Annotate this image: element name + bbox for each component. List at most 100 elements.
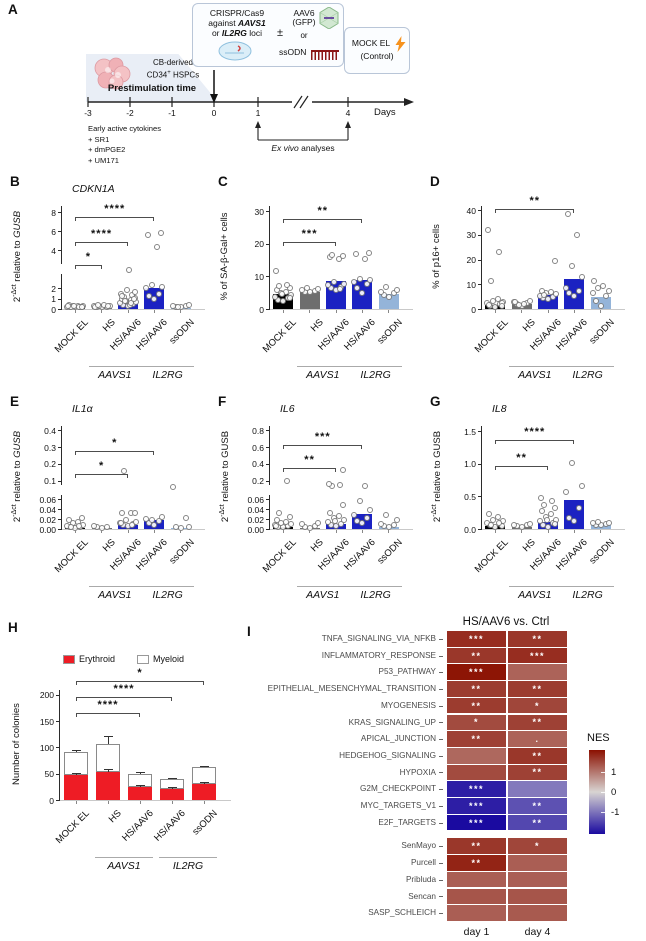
group-underline xyxy=(508,586,561,587)
heatmap-cell xyxy=(447,905,506,921)
data-point xyxy=(383,512,390,519)
panel-letter-h: H xyxy=(8,620,18,635)
data-point xyxy=(328,285,334,292)
y-axis-label: % of SA-β-Gal+ cells xyxy=(219,188,230,325)
y-tick-mark xyxy=(478,210,482,212)
cell-source-label: CB-derived CD34+ HSPCs xyxy=(134,58,212,81)
heatmap-cell xyxy=(447,764,506,781)
prestimulation-label: Prestimulation time xyxy=(107,83,197,94)
y-tick-label: 0.00 xyxy=(247,524,264,535)
x-category-tick xyxy=(101,530,103,533)
data-point xyxy=(340,467,346,474)
y-tick-mark xyxy=(478,309,482,310)
y-axis-line xyxy=(481,426,483,529)
group-underline xyxy=(561,586,614,587)
data-point xyxy=(275,296,282,303)
data-point xyxy=(151,522,158,528)
chart-title: IL1α xyxy=(72,403,93,415)
data-point xyxy=(547,511,554,518)
y-tick-label: 8 xyxy=(51,207,56,218)
bar-erythroid xyxy=(64,775,88,800)
data-point xyxy=(496,520,503,527)
data-point xyxy=(314,519,321,526)
data-point xyxy=(341,517,347,524)
y-tick-label: 0 xyxy=(259,304,264,315)
sig-stars: ** xyxy=(516,452,527,464)
y-tick-mark xyxy=(58,519,62,521)
data-point xyxy=(605,287,612,294)
x-baseline xyxy=(61,309,205,310)
group-underline xyxy=(349,586,402,587)
data-point xyxy=(356,275,363,282)
x-category-tick xyxy=(573,530,575,533)
data-point xyxy=(364,515,371,522)
y-tick-label: 0.8 xyxy=(252,425,264,436)
data-point xyxy=(273,516,280,523)
sig-stars: * xyxy=(112,437,118,450)
data-point xyxy=(105,302,112,309)
data-point xyxy=(352,251,359,258)
sig-bracket-line xyxy=(76,712,140,714)
heatmap-cell: *** xyxy=(447,631,506,647)
data-point xyxy=(169,483,176,490)
legend-item: Myeloid xyxy=(137,654,184,664)
y-tick-mark xyxy=(266,276,270,278)
group-underline xyxy=(141,366,194,367)
y-tick-mark xyxy=(58,288,62,289)
data-point xyxy=(325,282,331,289)
sig-bracket-end xyxy=(153,216,155,221)
mock-line2: (Control) xyxy=(360,51,394,61)
panel-a: A xyxy=(0,0,646,172)
y-tick-mark xyxy=(58,212,62,214)
heatmap-row-label: MYC_TARGETS_V1 xyxy=(360,801,436,810)
heatmap-sig: ** xyxy=(471,650,482,661)
plus-minus-label: ± xyxy=(277,27,284,39)
chart-title: CDKN1A xyxy=(72,183,115,195)
data-point xyxy=(579,274,586,281)
mock-box: MOCK EL (Control) xyxy=(344,27,410,74)
heatmap-row-tick xyxy=(439,739,443,741)
y-tick-label: 20 xyxy=(466,255,476,266)
sig-bracket-end xyxy=(495,466,497,470)
y-axis-line xyxy=(61,273,63,309)
panel-i: I HS/AAV6 vs. Ctrl TNFA_SIGNALING_VIA_NFKB… xyxy=(243,616,643,940)
hspc-cell-icon xyxy=(94,57,131,90)
data-point xyxy=(103,523,110,530)
y-tick-label: 4 xyxy=(51,245,56,256)
bar xyxy=(299,291,320,309)
data-point xyxy=(132,289,138,296)
heatmap-cell xyxy=(508,888,567,905)
sig-bracket-end xyxy=(573,209,575,214)
y-axis-line xyxy=(61,426,63,486)
data-point xyxy=(157,230,164,237)
heatmap-sig: *** xyxy=(468,817,484,828)
y-tick-label: 0.4 xyxy=(44,425,56,436)
data-point xyxy=(485,510,492,517)
sig-stars: **** xyxy=(524,425,546,438)
y-tick-label: 40 xyxy=(466,205,476,216)
y-tick-mark xyxy=(478,463,482,465)
crispr-line2: against AAVS1 xyxy=(208,18,266,28)
y-axis-line xyxy=(269,426,271,486)
heatmap-cell: ** xyxy=(508,798,567,814)
bar-myeloid xyxy=(64,751,88,776)
data-point xyxy=(552,521,558,528)
error-bar xyxy=(108,769,109,773)
heatmap-cell: ** xyxy=(447,731,506,747)
sig-stars: ** xyxy=(317,204,329,217)
sig-bracket-end xyxy=(283,218,285,223)
sig-stars: **** xyxy=(113,682,135,695)
y-tick-label: 10 xyxy=(254,271,264,282)
error-bar xyxy=(76,773,77,776)
y-axis-label-part: GUSB xyxy=(220,430,232,458)
y-tick-mark xyxy=(478,284,482,286)
data-point xyxy=(278,291,285,298)
heatmap-sig: * xyxy=(534,841,540,852)
data-point xyxy=(563,285,570,292)
y-tick-mark xyxy=(266,509,270,511)
x-category-tick xyxy=(127,310,129,313)
data-point xyxy=(521,300,528,307)
sig-stars: ** xyxy=(529,195,541,208)
data-point xyxy=(361,256,368,263)
y-axis-label-part: GUSB xyxy=(12,430,24,458)
